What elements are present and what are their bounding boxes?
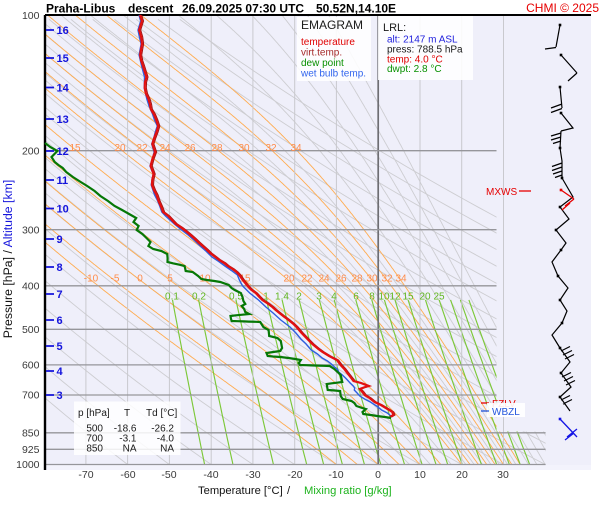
svg-text:34: 34 [395, 274, 407, 285]
svg-text:24: 24 [318, 274, 330, 285]
svg-text:-5: -5 [111, 274, 120, 285]
svg-text:20: 20 [114, 143, 126, 154]
svg-text:3: 3 [57, 390, 63, 402]
svg-text:wet bulb temp.: wet bulb temp. [300, 69, 366, 80]
svg-text:500: 500 [22, 324, 40, 336]
svg-text:CHMI © 2025: CHMI © 2025 [526, 1, 599, 15]
svg-text:1000: 1000 [16, 459, 40, 471]
svg-text:virt.temp.: virt.temp. [301, 48, 342, 59]
svg-text:NA: NA [123, 444, 137, 455]
svg-text:15: 15 [57, 53, 69, 65]
svg-text:30: 30 [366, 274, 378, 285]
svg-text:925: 925 [22, 444, 40, 456]
svg-text:200: 200 [22, 145, 40, 157]
svg-text:15: 15 [239, 274, 251, 285]
svg-text:T: T [124, 408, 130, 419]
svg-text:0.2: 0.2 [192, 292, 206, 303]
svg-text:4: 4 [57, 366, 64, 378]
svg-text:22: 22 [301, 274, 313, 285]
svg-text:temperature: temperature [301, 37, 355, 48]
svg-text:NA: NA [160, 444, 174, 455]
svg-text:3: 3 [316, 292, 322, 303]
svg-text:LRL:: LRL: [383, 22, 406, 34]
svg-text:12: 12 [389, 292, 401, 303]
svg-text:15: 15 [69, 143, 81, 154]
svg-text:26: 26 [184, 143, 196, 154]
svg-text:500: 500 [86, 424, 103, 435]
svg-text:100: 100 [22, 10, 40, 22]
svg-text:14: 14 [57, 82, 70, 94]
svg-text:5: 5 [167, 274, 173, 285]
svg-text:700: 700 [22, 390, 40, 402]
svg-text:25: 25 [433, 292, 445, 303]
svg-text:-10: -10 [328, 469, 343, 481]
svg-text:13: 13 [57, 114, 69, 126]
svg-text:p [hPa]: p [hPa] [78, 408, 110, 419]
svg-text:9: 9 [57, 234, 63, 246]
svg-text:24: 24 [159, 143, 171, 154]
svg-text:20: 20 [456, 469, 468, 481]
svg-text:850: 850 [22, 427, 40, 439]
svg-text:-30: -30 [245, 469, 260, 481]
svg-text:dwpt: 2.8 °C: dwpt: 2.8 °C [387, 64, 442, 75]
svg-text:6: 6 [353, 292, 359, 303]
svg-text:22: 22 [136, 143, 148, 154]
svg-text:0: 0 [375, 469, 381, 481]
svg-text:10: 10 [378, 292, 390, 303]
svg-text:12: 12 [57, 146, 69, 158]
svg-text:4: 4 [331, 292, 337, 303]
svg-text:WBZL: WBZL [492, 407, 520, 418]
svg-text:temp: 4.0 °C: temp: 4.0 °C [387, 55, 443, 66]
svg-text:-70: -70 [78, 469, 93, 481]
svg-text:850: 850 [86, 444, 103, 455]
svg-text:-26.2: -26.2 [151, 424, 174, 435]
svg-text:6: 6 [57, 315, 63, 327]
svg-text:400: 400 [22, 280, 40, 292]
svg-text:8: 8 [369, 292, 375, 303]
svg-text:10: 10 [57, 203, 69, 215]
svg-text:-18.6: -18.6 [114, 424, 137, 435]
svg-text:8: 8 [57, 262, 63, 274]
svg-text:32: 32 [265, 143, 277, 154]
svg-text:600: 600 [22, 360, 40, 372]
svg-text:-3.1: -3.1 [119, 434, 137, 445]
svg-text:20: 20 [419, 292, 431, 303]
svg-text:15: 15 [402, 292, 414, 303]
svg-text:11: 11 [57, 175, 69, 187]
svg-text:-50: -50 [161, 469, 176, 481]
svg-text:30: 30 [238, 143, 250, 154]
svg-text:0: 0 [137, 274, 143, 285]
svg-text:16: 16 [57, 25, 69, 37]
svg-text:-20: -20 [287, 469, 302, 481]
svg-text:28: 28 [351, 274, 363, 285]
svg-text:7: 7 [57, 289, 63, 301]
svg-text:-10: -10 [84, 274, 99, 285]
svg-text:2: 2 [296, 292, 302, 303]
svg-text:-40: -40 [203, 469, 218, 481]
svg-text:-4.0: -4.0 [157, 434, 175, 445]
svg-text:300: 300 [22, 224, 40, 236]
svg-text:34: 34 [290, 143, 302, 154]
svg-text:10: 10 [414, 469, 426, 481]
svg-text:alt: 2147 m ASL: alt: 2147 m ASL [387, 35, 458, 46]
svg-text:MXWS: MXWS [486, 187, 517, 198]
svg-text:26: 26 [335, 274, 347, 285]
svg-text:0.5: 0.5 [229, 292, 243, 303]
svg-text:0.1: 0.1 [165, 292, 179, 303]
svg-text:1: 1 [263, 292, 269, 303]
svg-text:30: 30 [497, 469, 509, 481]
svg-text:1.4: 1.4 [275, 292, 289, 303]
svg-text:20: 20 [283, 274, 295, 285]
svg-text:5: 5 [57, 341, 63, 353]
svg-text:EMAGRAM: EMAGRAM [301, 18, 363, 32]
svg-text:-60: -60 [120, 469, 135, 481]
svg-text:dew point: dew point [301, 58, 344, 69]
svg-text:700: 700 [86, 434, 103, 445]
svg-text:Td [°C]: Td [°C] [146, 408, 177, 419]
svg-text:32: 32 [381, 274, 393, 285]
svg-text:28: 28 [211, 143, 223, 154]
svg-text:Pressure [hPa] / Altitude [k: Pressure [hPa] / Altitude [km] [1, 180, 15, 339]
svg-text:press: 788.5 hPa: press: 788.5 hPa [387, 45, 463, 56]
